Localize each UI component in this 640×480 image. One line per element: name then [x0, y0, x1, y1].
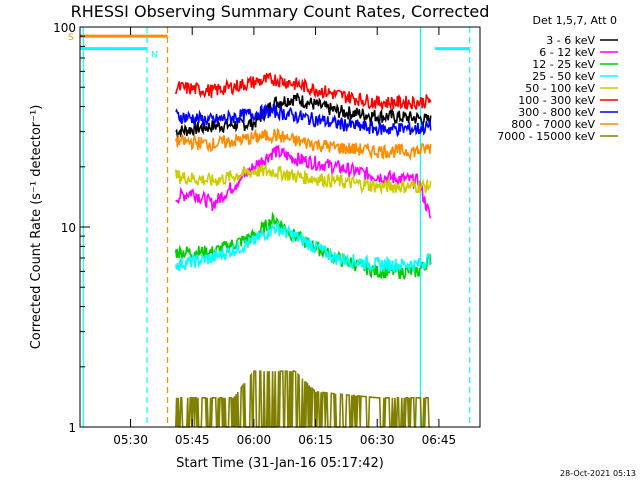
x-tick-label-3: 06:15 — [298, 433, 333, 447]
x-tick-label-0: 05:30 — [113, 433, 148, 447]
legend-label-1: 6 - 12 keV — [539, 46, 595, 59]
plot-area: SN — [68, 27, 471, 428]
legend-label-2: 12 - 25 keV — [532, 58, 595, 71]
series-line-4 — [175, 163, 432, 195]
series-line-7 — [175, 127, 432, 162]
legend-title: Det 1,5,7, Att 0 — [533, 14, 617, 27]
series-line-1 — [175, 144, 432, 219]
marker-label-1: N — [151, 51, 158, 61]
axes: 05:30 05:45 06:00 06:15 06:30 06:45 1 10 100 — [53, 21, 456, 447]
y-axis-label: Corrected Count Rate (s⁻¹ detector⁻¹) — [29, 105, 44, 350]
series-line-6 — [175, 103, 432, 138]
series-line-8 — [175, 370, 431, 428]
legend-label-5: 100 - 300 keV — [518, 94, 595, 107]
legend-label-4: 50 - 100 keV — [525, 82, 595, 95]
legend-label-8: 7000 - 15000 keV — [497, 130, 595, 143]
legend-label-7: 800 - 7000 keV — [511, 118, 595, 131]
chart-title: RHESSI Observing Summary Count Rates, Co… — [71, 2, 490, 21]
y-tick-label-0: 1 — [68, 421, 76, 435]
y-tick-label-2: 100 — [53, 21, 76, 35]
x-tick-label-1: 05:45 — [175, 433, 210, 447]
legend-label-0: 3 - 6 keV — [546, 34, 595, 47]
legend-label-3: 25 - 50 keV — [532, 70, 595, 83]
series-line-5 — [175, 72, 432, 110]
x-tick-label-2: 06:00 — [237, 433, 272, 447]
x-tick-label-4: 06:30 — [360, 433, 395, 447]
series-line-3 — [175, 220, 432, 274]
legend-label-6: 300 - 800 keV — [518, 106, 595, 119]
x-axis-label: Start Time (31-Jan-16 05:17:42) — [176, 456, 384, 471]
x-tick-label-5: 06:45 — [422, 433, 457, 447]
footer-timestamp: 28-Oct-2021 05:13 — [560, 469, 636, 478]
marker-label-0: S — [68, 33, 74, 43]
y-tick-label-1: 10 — [61, 221, 76, 235]
